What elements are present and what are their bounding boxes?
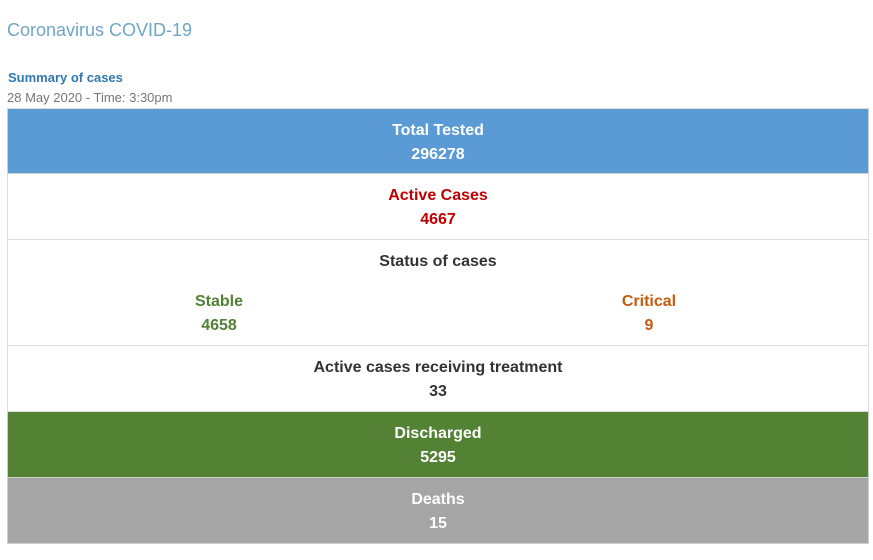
total-tested-value: 296278	[411, 146, 465, 163]
case-summary-table: Total Tested 296278 Active Cases 4667 St…	[7, 108, 869, 544]
summary-heading: Summary of cases	[8, 70, 123, 85]
critical-cases: Critical 9	[549, 291, 749, 337]
deaths-row: Deaths 15	[7, 478, 869, 544]
update-timestamp: 28 May 2020 - Time: 3:30pm	[7, 90, 173, 105]
critical-value: 9	[644, 317, 654, 334]
status-of-cases-label: Status of cases	[379, 253, 497, 270]
receiving-treatment-row: Active cases receiving treatment 33	[7, 346, 869, 412]
total-tested-row: Total Tested 296278	[7, 108, 869, 174]
discharged-row: Discharged 5295	[7, 412, 869, 478]
discharged-label: Discharged	[394, 425, 482, 442]
discharged-value: 5295	[420, 449, 456, 466]
stable-value: 4658	[201, 317, 237, 334]
active-cases-value: 4667	[420, 211, 456, 228]
receiving-treatment-label: Active cases receiving treatment	[313, 359, 563, 376]
stable-cases: Stable 4658	[119, 291, 319, 337]
active-cases-label: Active Cases	[388, 187, 488, 204]
deaths-label: Deaths	[411, 491, 465, 508]
critical-label: Critical	[621, 293, 677, 310]
receiving-treatment-value: 33	[429, 383, 447, 400]
deaths-value: 15	[429, 515, 447, 532]
page-title: Coronavirus COVID-19	[7, 20, 193, 40]
active-cases-row: Active Cases 4667	[7, 174, 869, 240]
total-tested-label: Total Tested	[392, 122, 484, 139]
status-of-cases-row: Status of cases Stable 4658 Critical 9	[7, 240, 869, 346]
stable-label: Stable	[194, 293, 243, 310]
